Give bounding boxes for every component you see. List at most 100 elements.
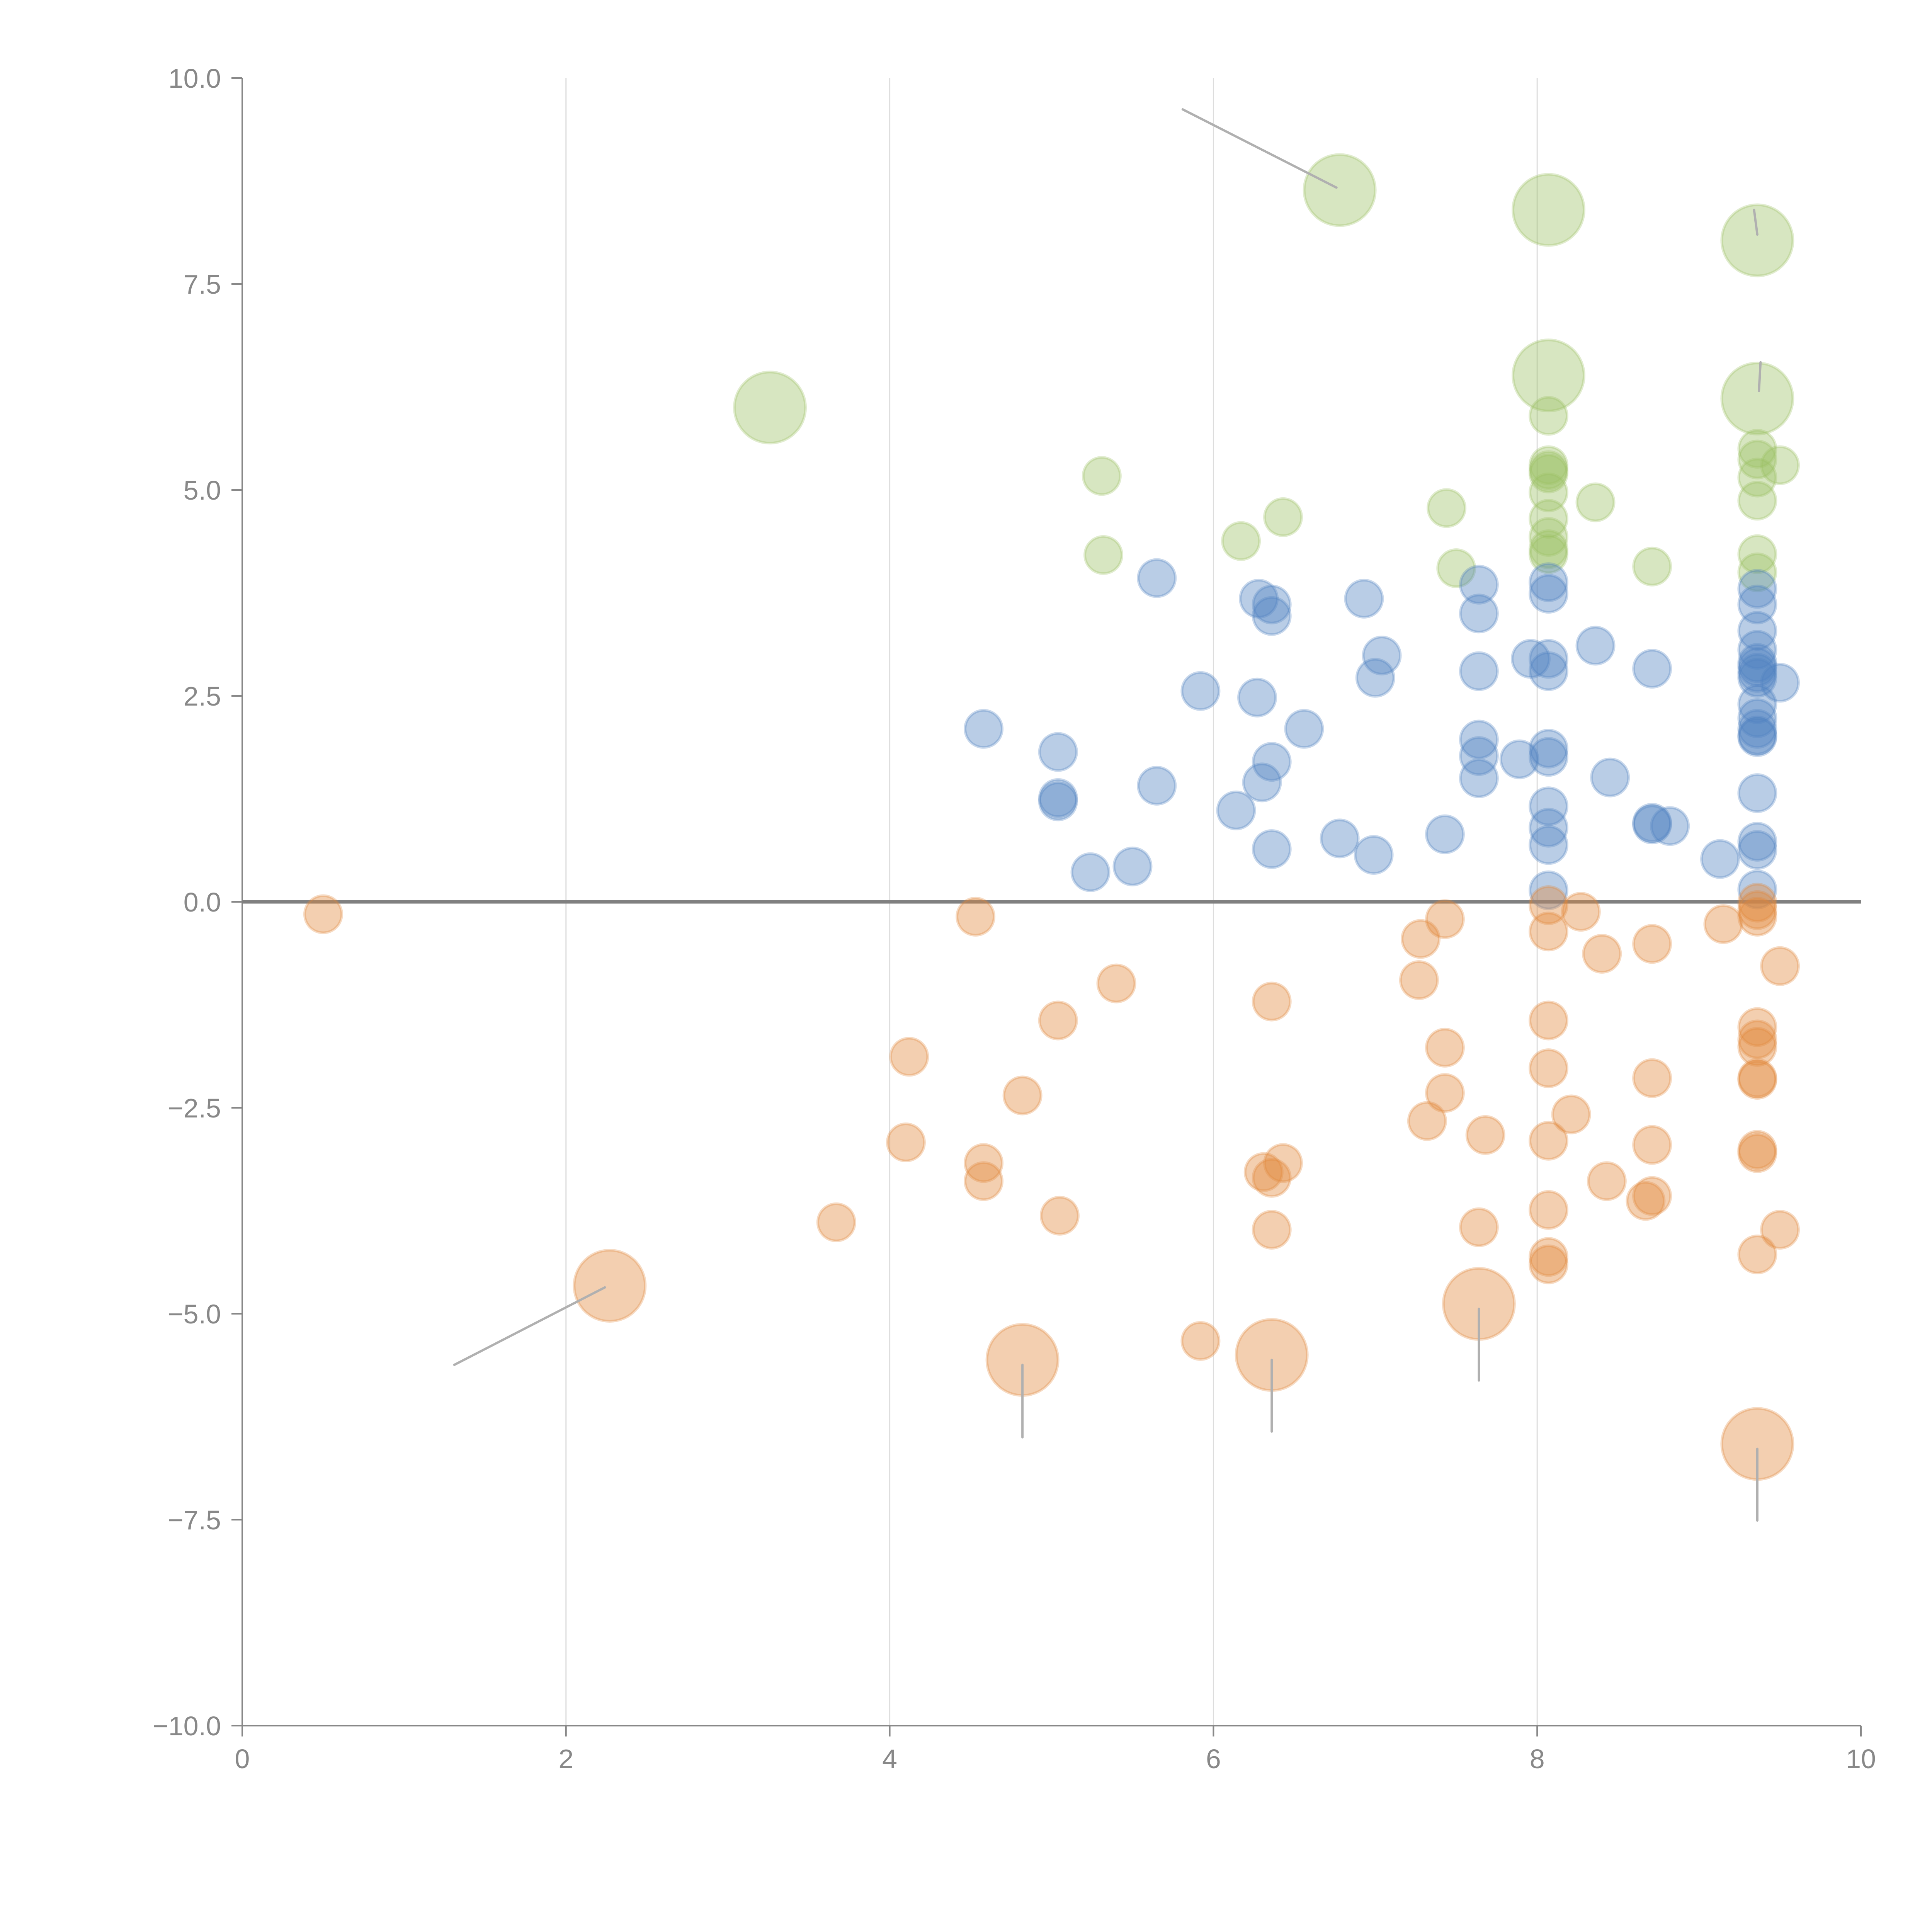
data-point-blue[interactable] <box>1737 715 1777 755</box>
data-point-blue[interactable] <box>1459 651 1499 691</box>
data-point-blue[interactable] <box>1737 709 1777 749</box>
data-point-green[interactable] <box>1575 482 1616 522</box>
data-point-blue[interactable] <box>1760 663 1800 703</box>
data-point-blue[interactable] <box>1737 643 1777 683</box>
data-point-blue[interactable] <box>1737 869 1777 910</box>
data-point-orange[interactable] <box>1737 1133 1777 1173</box>
data-point-blue[interactable] <box>1216 790 1256 830</box>
data-point-blue[interactable] <box>1038 781 1078 821</box>
data-point-orange[interactable] <box>1252 1158 1292 1198</box>
data-point-blue[interactable] <box>1344 578 1384 619</box>
data-point-orange[interactable] <box>1529 1237 1569 1277</box>
data-point-blue[interactable] <box>1459 594 1499 634</box>
data-point-green[interactable] <box>1083 535 1124 575</box>
data-point-blue[interactable] <box>1737 773 1777 813</box>
data-point-blue[interactable] <box>1237 677 1277 718</box>
data-point-orange[interactable] <box>886 1122 926 1163</box>
data-point-green[interactable] <box>1529 472 1569 512</box>
data-point-green[interactable] <box>1737 429 1777 469</box>
data-point-green[interactable] <box>1221 521 1261 561</box>
data-point-blue[interactable] <box>1737 684 1777 724</box>
data-point-blue[interactable] <box>1632 649 1672 689</box>
data-point-orange[interactable] <box>1399 960 1439 1000</box>
data-point-blue[interactable] <box>1529 651 1569 691</box>
data-point-orange[interactable] <box>816 1202 856 1242</box>
data-point-green[interactable] <box>1760 445 1800 485</box>
data-point-blue[interactable] <box>1239 578 1279 619</box>
data-point-orange[interactable] <box>1529 1121 1569 1161</box>
data-point-blue[interactable] <box>1590 757 1630 798</box>
data-point-blue[interactable] <box>1252 596 1292 636</box>
data-point-orange[interactable] <box>1587 1161 1627 1201</box>
data-point-orange[interactable] <box>1737 890 1777 930</box>
data-point-green[interactable] <box>1529 445 1569 485</box>
data-point-orange[interactable] <box>1632 1125 1672 1165</box>
data-point-blue[interactable] <box>1242 762 1282 803</box>
data-point-orange[interactable] <box>1407 1101 1447 1141</box>
data-point-orange[interactable] <box>1737 1060 1777 1100</box>
data-point-blue[interactable] <box>1459 719 1499 760</box>
data-point-green[interactable] <box>1303 153 1377 227</box>
data-point-orange[interactable] <box>1529 1048 1569 1088</box>
data-point-blue[interactable] <box>1575 626 1616 666</box>
data-point-orange[interactable] <box>1737 883 1777 923</box>
data-point-blue[interactable] <box>1252 742 1292 782</box>
data-point-green[interactable] <box>1529 499 1569 539</box>
data-point-blue[interactable] <box>1529 574 1569 614</box>
data-point-orange[interactable] <box>964 1161 1004 1201</box>
data-point-blue[interactable] <box>1529 562 1569 602</box>
data-point-orange[interactable] <box>1632 924 1672 964</box>
data-point-orange[interactable] <box>1425 899 1465 939</box>
data-point-green[interactable] <box>1082 456 1122 496</box>
data-point-blue[interactable] <box>1737 611 1777 651</box>
data-point-blue[interactable] <box>1137 558 1177 598</box>
data-point-orange[interactable] <box>1263 1143 1303 1183</box>
data-point-blue[interactable] <box>1737 630 1777 670</box>
data-point-green[interactable] <box>1632 546 1672 587</box>
data-point-blue[interactable] <box>1425 814 1465 854</box>
data-point-green[interactable] <box>1436 548 1476 588</box>
data-point-orange[interactable] <box>573 1249 647 1323</box>
data-point-orange[interactable] <box>1529 1244 1569 1284</box>
data-point-green[interactable] <box>1529 450 1569 490</box>
data-point-orange[interactable] <box>1551 1094 1591 1134</box>
data-point-green[interactable] <box>1737 439 1777 480</box>
data-point-orange[interactable] <box>1737 1130 1777 1170</box>
data-point-blue[interactable] <box>1529 808 1569 848</box>
data-point-blue[interactable] <box>1529 786 1569 827</box>
data-point-blue[interactable] <box>1737 584 1777 624</box>
data-point-green[interactable] <box>1529 529 1569 570</box>
data-point-blue[interactable] <box>1354 835 1394 875</box>
data-point-green[interactable] <box>1427 488 1467 528</box>
data-point-orange[interactable] <box>956 896 996 937</box>
data-point-blue[interactable] <box>1737 653 1777 693</box>
data-point-blue[interactable] <box>964 709 1004 749</box>
data-point-orange[interactable] <box>1529 1000 1569 1041</box>
data-point-green[interactable] <box>1737 457 1777 498</box>
data-point-green[interactable] <box>1512 338 1586 413</box>
data-point-green[interactable] <box>1720 361 1794 435</box>
data-point-orange[interactable] <box>889 1037 929 1077</box>
data-point-green[interactable] <box>1737 481 1777 521</box>
data-point-orange[interactable] <box>1561 892 1601 932</box>
data-point-blue[interactable] <box>1529 728 1569 769</box>
data-point-orange[interactable] <box>1096 963 1136 1003</box>
data-point-blue[interactable] <box>1459 565 1499 605</box>
data-point-orange[interactable] <box>1626 1181 1666 1221</box>
data-point-orange[interactable] <box>1529 1190 1569 1230</box>
data-point-blue[interactable] <box>1529 870 1569 910</box>
data-point-orange[interactable] <box>1737 1027 1777 1067</box>
data-point-blue[interactable] <box>1700 839 1740 879</box>
data-point-blue[interactable] <box>1459 736 1499 776</box>
data-point-orange[interactable] <box>1180 1321 1221 1361</box>
data-point-orange[interactable] <box>1425 1073 1465 1113</box>
data-point-blue[interactable] <box>1529 825 1569 865</box>
data-point-blue[interactable] <box>1355 658 1395 698</box>
data-point-blue[interactable] <box>1070 852 1111 892</box>
data-point-blue[interactable] <box>1650 806 1690 846</box>
data-point-orange[interactable] <box>1243 1152 1284 1192</box>
data-point-green[interactable] <box>1529 534 1569 574</box>
data-point-green[interactable] <box>1512 173 1586 247</box>
data-point-orange[interactable] <box>964 1143 1004 1183</box>
data-point-orange[interactable] <box>1703 904 1743 944</box>
